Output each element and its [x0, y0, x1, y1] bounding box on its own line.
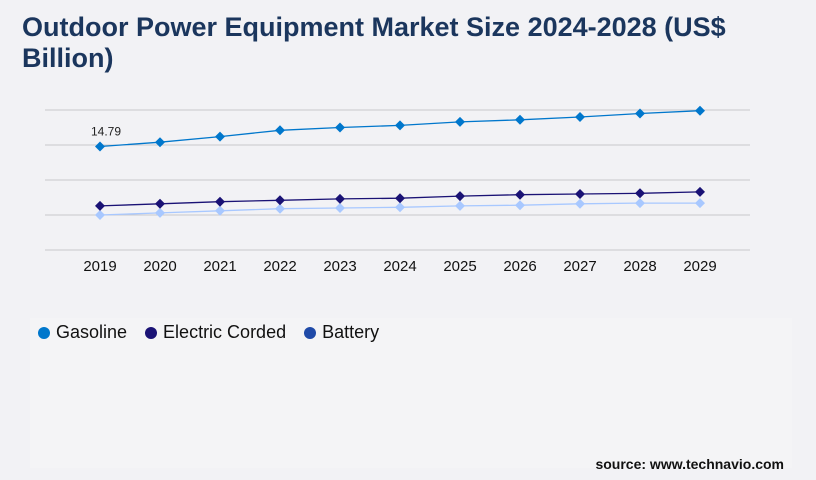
data-point — [515, 189, 525, 200]
data-label: 14.79 — [91, 124, 121, 138]
data-point — [575, 189, 585, 199]
data-point — [455, 191, 465, 202]
legend-panel — [30, 318, 792, 468]
x-tick-label: 2022 — [263, 258, 296, 275]
x-tick-label: 2025 — [443, 258, 476, 275]
legend-item: Battery — [304, 322, 379, 343]
legend-item: Gasoline — [38, 322, 127, 343]
data-point — [635, 188, 645, 199]
data-point — [695, 105, 705, 116]
x-tick-label: 2029 — [683, 258, 716, 275]
line-chart: 2019 2020 2021 2022 2023 2024 2025 2026 2027 2028… — [45, 105, 750, 275]
data-point — [455, 200, 465, 211]
data-point — [395, 193, 405, 204]
chart-title: Outdoor Power Equipment Market Size 2024… — [22, 12, 726, 73]
x-tick-label: 2027 — [563, 258, 596, 275]
legend-item: Electric Corded — [145, 322, 286, 343]
source-note: source: www.technavio.com — [595, 456, 784, 472]
data-point — [515, 200, 525, 211]
data-point — [335, 193, 345, 204]
data-point — [635, 108, 645, 119]
data-point — [155, 137, 165, 148]
legend-label: Gasoline — [56, 322, 128, 342]
data-point — [215, 196, 225, 207]
data-point — [215, 205, 225, 216]
x-tick-label: 2023 — [323, 258, 356, 275]
legend-marker-icon — [38, 326, 50, 339]
data-point — [155, 198, 165, 209]
legend-label: Battery — [322, 322, 380, 342]
data-point — [455, 116, 465, 127]
data-point — [95, 200, 105, 211]
x-tick-label: 2024 — [383, 258, 416, 275]
data-point — [335, 122, 345, 133]
legend: Gasoline Electric Corded Battery — [38, 322, 379, 343]
legend-marker-icon — [304, 326, 317, 339]
data-point — [95, 210, 105, 220]
x-tick-label: 2019 — [83, 258, 116, 275]
data-point — [395, 202, 405, 213]
legend-label: Electric Corded — [163, 322, 287, 342]
data-point — [275, 203, 285, 214]
data-point — [275, 125, 285, 136]
x-tick-label: 2020 — [143, 258, 176, 275]
data-point — [695, 186, 705, 197]
data-point — [155, 207, 165, 218]
legend-marker-icon — [145, 326, 158, 339]
data-point — [395, 120, 405, 131]
data-point — [275, 195, 285, 206]
data-point — [515, 114, 525, 125]
x-tick-label: 2028 — [623, 258, 656, 275]
data-point — [95, 141, 105, 152]
x-tick-label: 2026 — [503, 258, 536, 275]
data-point — [575, 198, 585, 209]
data-point — [635, 198, 645, 209]
x-tick-label: 2021 — [203, 258, 236, 275]
data-point — [575, 112, 585, 122]
data-point — [335, 203, 345, 213]
data-point — [695, 198, 705, 209]
data-point — [215, 131, 225, 142]
